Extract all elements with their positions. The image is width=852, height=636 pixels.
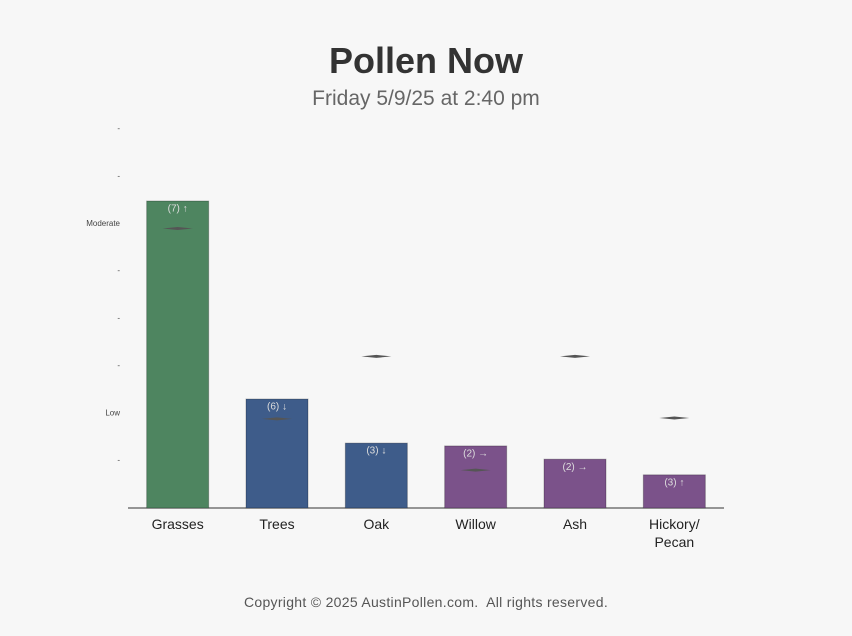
y-tick-label: - [117,314,120,323]
marker [361,354,392,358]
x-tick-label: Grasses [151,516,204,532]
bar [146,200,210,509]
y-tick-label: - [117,266,120,275]
x-tick-label: Willow [455,516,496,532]
y-tick-label: Moderate [86,219,120,228]
marker [162,226,193,230]
marker [460,468,491,472]
y-tick-label: Low [105,408,120,417]
x-tick-label: Hickory/ Pecan [649,516,700,550]
bar [344,442,408,509]
chart-title: Pollen Now [328,40,523,81]
y-tick-label: - [117,456,120,465]
x-tick-label: Trees [259,516,295,532]
x-tick-label: Oak [363,516,390,532]
chart-subtitle: Friday 5/9/25 at 2:40 pm [312,87,540,110]
marker [262,417,292,421]
bar [444,445,508,509]
y-tick-label: - [117,171,120,180]
marker [560,354,590,358]
bar [642,474,706,509]
bar-note: (3) ↓ [366,446,386,457]
bar-note: (6) ↓ [267,402,287,413]
footer: Copyright © 2025 AustinPollen.com. All r… [243,594,609,610]
bar-note: (2) → [563,462,588,473]
bar-note: (7) ↑ [168,204,188,215]
y-tick-label: - [117,361,120,370]
x-tick-label: Ash [562,516,588,532]
bar-note: (2) → [463,449,488,460]
bar-note: (3) ↑ [664,477,684,488]
bar [245,398,309,509]
bar [543,458,607,509]
marker [659,416,690,420]
y-tick-label: - [117,124,120,133]
